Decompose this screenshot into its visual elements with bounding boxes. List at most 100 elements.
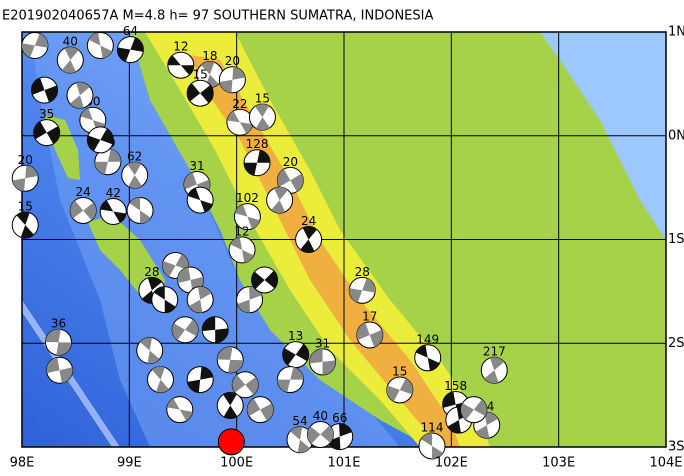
beachball-quadrant (20, 224, 34, 238)
beachball-quadrant (217, 346, 233, 360)
beachball (233, 203, 261, 231)
beachball (226, 108, 254, 136)
beachball-quadrant (128, 175, 142, 189)
depth-label: 28 (355, 265, 370, 279)
beachball-quadrant (180, 65, 194, 76)
beachball (186, 186, 214, 214)
beachball (266, 186, 294, 214)
beachball (167, 51, 195, 79)
beachball (161, 251, 189, 279)
beachball-quadrant (25, 165, 39, 179)
beachball (121, 161, 149, 189)
beachball-quadrant (164, 299, 176, 313)
beachball-disc (217, 428, 245, 456)
beachball-quadrant (76, 82, 90, 96)
depth-label: 35 (39, 107, 54, 121)
depth-label: 128 (246, 137, 269, 151)
depth-label: 12 (234, 224, 249, 238)
beachball-quadrant (362, 278, 376, 293)
beachball-quadrant (44, 85, 58, 103)
depth-label: 15 (392, 364, 407, 378)
beachball-quadrant (484, 370, 499, 384)
beachball-quadrant (369, 329, 383, 348)
depth-label: 18 (202, 49, 217, 63)
beachball (201, 316, 229, 344)
depth-label: 62 (127, 150, 142, 164)
depth-label: 22 (232, 97, 247, 111)
depth-label: 20 (283, 155, 298, 169)
beachball-quadrant (61, 60, 76, 74)
beachball-quadrant (227, 359, 244, 373)
beachball-quadrant (245, 376, 259, 395)
depth-label: 15 (193, 68, 208, 82)
beachball-quadrant (70, 95, 84, 109)
beachball (216, 392, 244, 419)
lat-tick-label: 2S (668, 336, 684, 351)
depth-label: 31 (315, 336, 330, 350)
beachball-quadrant (46, 357, 60, 374)
beachball-quadrant (12, 178, 26, 192)
beachball-quadrant (475, 425, 490, 439)
beachball (218, 66, 246, 94)
beachball (251, 266, 279, 294)
beachball-quadrant (227, 111, 240, 123)
beachball-quadrant (202, 316, 216, 332)
beachball-quadrant (254, 104, 269, 118)
beachball-quadrant (260, 403, 274, 421)
lon-tick-label: 100E (220, 456, 253, 471)
beachball (11, 211, 39, 239)
beachball (11, 164, 39, 192)
beachball-quadrant (277, 169, 291, 188)
beachball-quadrant (264, 270, 278, 289)
beachball-quadrant (177, 267, 191, 284)
beachball (171, 316, 199, 344)
lon-tick-label: 99E (117, 456, 142, 471)
beachball (236, 286, 264, 314)
beachball-quadrant (34, 33, 48, 48)
beachball-quadrant (247, 398, 261, 416)
beachball-quadrant (45, 329, 61, 343)
beachball-quadrant (175, 254, 189, 270)
depth-label: 158 (444, 379, 467, 393)
lat-tick-label: 1N (668, 25, 684, 40)
beachball (56, 46, 84, 74)
beachball-quadrant (156, 379, 169, 393)
beachball-quadrant (172, 323, 186, 341)
beachball-quadrant (56, 342, 72, 356)
beachball-quadrant (386, 385, 400, 402)
beachball-quadrant (179, 409, 193, 421)
beachball (86, 31, 114, 59)
beachball-quadrant (140, 210, 151, 224)
depth-label: 31 (189, 159, 204, 173)
depth-label: 24 (301, 214, 316, 228)
lon-tick-label: 101E (327, 456, 360, 471)
beachball-quadrant (490, 357, 505, 371)
beachball-quadrant (166, 398, 180, 410)
beachball (286, 426, 314, 454)
depth-label: 42 (106, 186, 121, 200)
beachball-quadrant (200, 200, 213, 213)
beachball-quadrant (92, 120, 106, 133)
depth-label: 149 (416, 332, 439, 346)
beachball-quadrant (242, 249, 254, 263)
depth-label: 28 (144, 265, 159, 279)
beachball-quadrant (277, 379, 291, 393)
beachball-quadrant (46, 126, 60, 144)
beachball-quadrant (113, 211, 127, 223)
beachball-quadrant (223, 392, 237, 406)
beachball-quadrant (244, 162, 258, 176)
beachball-quadrant (249, 286, 262, 300)
beachball (248, 103, 276, 131)
depth-label: 66 (332, 411, 347, 425)
beachball-quadrant (295, 344, 309, 362)
beachball-quadrant (33, 121, 47, 140)
lat-tick-label: 1S (668, 232, 684, 247)
beachball-quadrant (473, 399, 487, 417)
lon-tick-label: 98E (10, 456, 35, 471)
depth-label: 40 (313, 409, 328, 423)
beachball (216, 346, 244, 374)
beachball-quadrant (127, 162, 142, 176)
beachball-quadrant (80, 107, 93, 121)
beachball-quadrant (107, 149, 121, 162)
